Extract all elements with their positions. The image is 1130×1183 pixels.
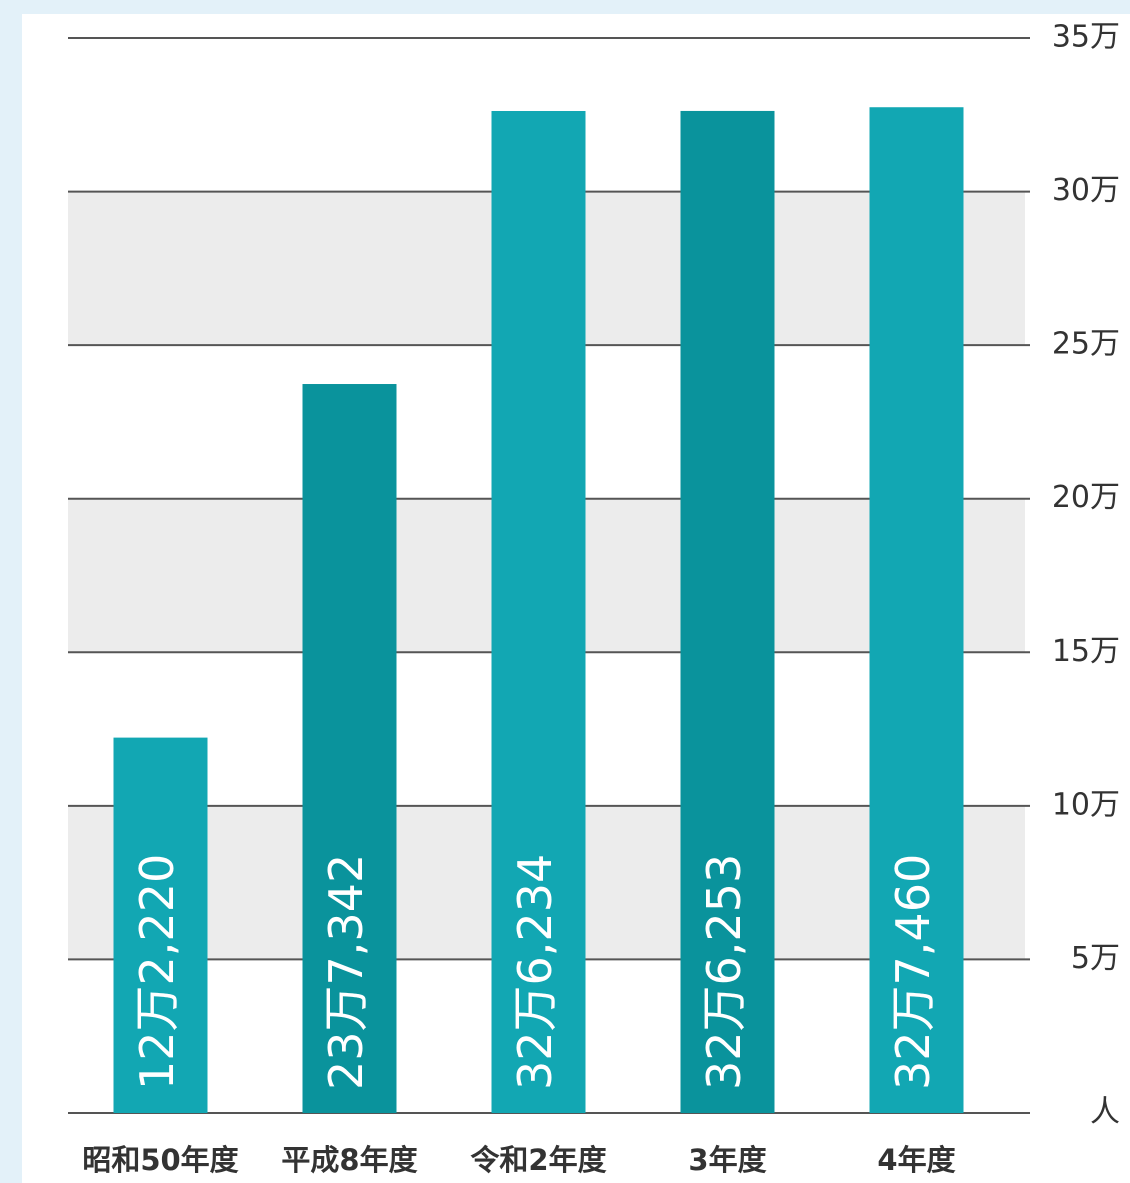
y-tick-label: 人 <box>1090 1095 1120 1130</box>
x-tick-label: 令和2年度 <box>470 1143 606 1177</box>
x-tick-label: 4年度 <box>877 1143 955 1177</box>
x-tick-label: 昭和50年度 <box>82 1143 238 1177</box>
y-tick-label: 5万 <box>1071 941 1120 976</box>
y-tick-label: 10万 <box>1052 787 1120 822</box>
y-tick-label: 20万 <box>1052 480 1120 515</box>
chart: 人 5万 10万 15万 20万 25万 30万 35万 12万2,220 昭和50年度 23万7,… <box>0 0 1130 1183</box>
y-tick-label: 25万 <box>1052 327 1120 362</box>
y-tick-label: 30万 <box>1052 173 1120 208</box>
page: 人 5万 10万 15万 20万 25万 30万 35万 12万2,220 昭和50年度 23万7,… <box>0 0 1130 1183</box>
value-label: 23万7,342 <box>319 854 373 1090</box>
value-label: 12万2,220 <box>130 854 184 1090</box>
x-tick-label: 平成8年度 <box>281 1143 417 1177</box>
y-tick-label: 35万 <box>1052 20 1120 55</box>
value-label: 32万6,253 <box>697 854 751 1090</box>
x-tick-label: 3年度 <box>688 1143 766 1177</box>
y-tick-label: 15万 <box>1052 634 1120 669</box>
value-label: 32万6,234 <box>508 854 562 1090</box>
value-label: 32万7,460 <box>886 854 940 1090</box>
